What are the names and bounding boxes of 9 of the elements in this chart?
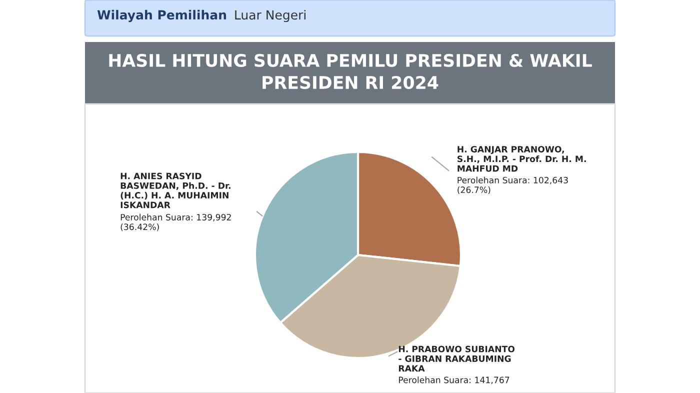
data-label: Perolehan Suara: 102,643 (26.7%) <box>458 176 568 194</box>
text: Wilayah Pemilihan <box>97 10 226 22</box>
data-label: Perolehan Suara: 141,767 <box>399 376 510 384</box>
text: Luar Negeri <box>235 10 306 22</box>
slice-label: H. ANIES RASYID BASWEDAN, Ph.D. - Dr. (H.C.) H. A. MUHAIMIN ISKANDAR <box>120 172 230 208</box>
slice-label: H. GANJAR PRANOWO, S.H., M.I.P. - Prof. Dr. H. M. MAHFUD MD <box>458 146 586 172</box>
slice-label: H. PRABOWO SUBIANTO - GIBRAN RAKABUMING RAKA <box>398 346 515 372</box>
data-label: Perolehan Suara: 139,992 (36.42%) <box>120 214 231 232</box>
chart-title: HASIL HITUNG SUARA PEMILU PRESIDEN & WAKIL PRESIDEN RI 2024 <box>109 54 592 90</box>
